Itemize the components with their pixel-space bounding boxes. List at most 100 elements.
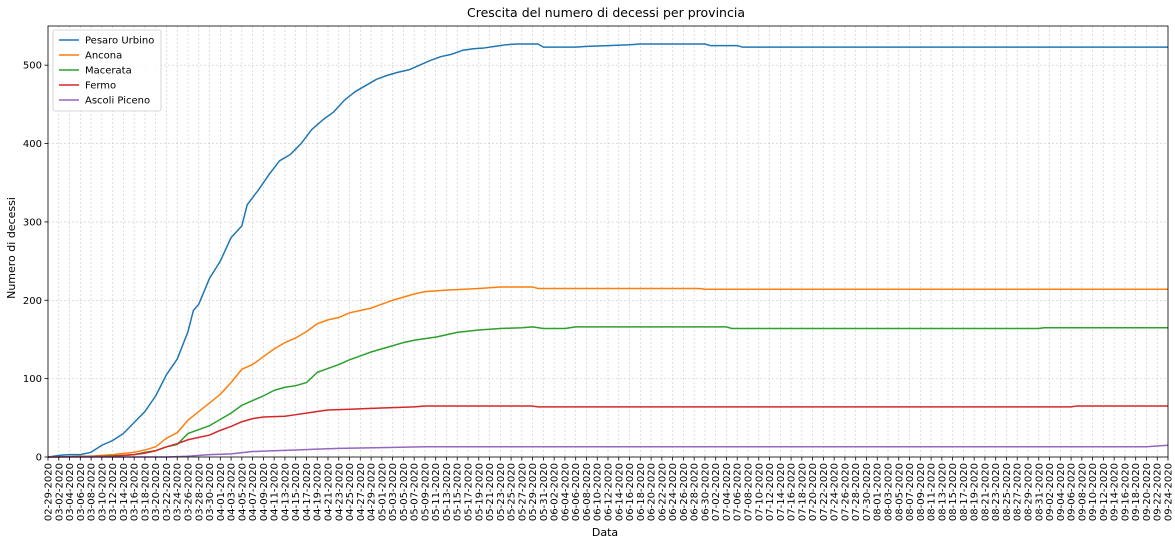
x-tick-label: 06-14-2020 [614,463,625,521]
x-tick-label: 08-17-2020 [959,463,970,521]
x-tick-label: 05-07-2020 [410,463,421,521]
x-tick-label: 04-23-2020 [334,463,345,521]
x-tick-label: 04-05-2020 [237,463,248,521]
x-tick-label: 06-08-2020 [582,463,593,521]
y-tick-label: 100 [23,374,42,385]
x-tick-label: 03-16-2020 [130,463,141,521]
x-tick-label: 04-21-2020 [324,463,335,521]
x-tick-label: 09-16-2020 [1120,463,1131,521]
x-tick-label: 08-01-2020 [873,463,884,521]
series-line-ascoli-piceno [48,444,1169,458]
x-tick-label: 06-22-2020 [657,463,668,521]
x-tick-label: 05-15-2020 [453,463,464,521]
x-tick-label: 06-28-2020 [690,463,701,521]
x-tick-label: 06-30-2020 [700,463,711,521]
plot-frame [47,25,1169,458]
legend-label: Ascoli Piceno [85,96,150,107]
x-tick-label: 04-25-2020 [345,463,356,521]
x-tick-label: 05-21-2020 [485,463,496,521]
x-tick-label: 09-10-2020 [1088,463,1099,521]
x-tick-label: 03-26-2020 [184,463,195,521]
series-line-fermo [47,405,1168,458]
x-tick-label: 03-28-2020 [194,463,205,521]
x-tick-label: 09-20-2020 [1142,463,1153,521]
x-tick-label: 08-21-2020 [980,463,991,521]
x-tick-label: 05-31-2020 [539,463,550,521]
x-tick-label: 08-11-2020 [927,463,938,521]
x-tick-label: 06-02-2020 [550,463,561,521]
x-tick-label: 04-19-2020 [313,463,324,521]
x-tick-label: 06-18-2020 [636,463,647,521]
x-tick-label: 07-16-2020 [787,463,798,521]
x-tick-label: 07-08-2020 [744,463,755,521]
x-tick-label: 09-06-2020 [1067,463,1078,521]
x-tick-label: 02-29-2020 [44,463,55,521]
x-tick-label: 05-25-2020 [507,463,518,521]
x-tick-label: 07-04-2020 [722,463,733,521]
x-tick-label: 08-25-2020 [1002,463,1013,521]
legend-label: Fermo [85,81,116,92]
x-tick-label: 08-29-2020 [1024,463,1035,521]
legend-label: Macerata [85,66,132,77]
series-line-pesaro-urbino [47,43,1168,458]
x-tick-label: 09-02-2020 [1045,463,1056,521]
x-tick-label: 04-15-2020 [291,463,302,521]
x-tick-label: 08-19-2020 [970,463,981,521]
x-tick-label: 05-27-2020 [517,463,528,521]
x-tick-label: 06-10-2020 [593,463,604,521]
x-tick-label: 03-22-2020 [162,463,173,521]
x-tick-label: 07-26-2020 [840,463,851,521]
x-tick-label: 06-12-2020 [604,463,615,521]
x-tick-label: 04-01-2020 [216,463,227,521]
x-tick-label: 05-11-2020 [431,463,442,521]
x-tick-label: 07-06-2020 [733,463,744,521]
y-tick-label: 0 [36,453,42,464]
x-tick-label: 09-22-2020 [1153,463,1164,521]
x-tick-label: 07-24-2020 [830,463,841,521]
x-tick-label: 08-03-2020 [884,463,895,521]
legend-box [52,29,162,112]
x-tick-label: 07-20-2020 [808,463,819,521]
x-tick-label: 05-17-2020 [464,463,475,521]
x-tick-label: 07-10-2020 [754,463,765,521]
series-lines [47,43,1169,458]
x-tick-label: 03-10-2020 [97,463,108,521]
x-tick-label: 05-03-2020 [388,463,399,521]
x-tick-label: 07-30-2020 [862,463,873,521]
x-tick-label: 09-14-2020 [1110,463,1121,521]
x-tick-label: 09-12-2020 [1099,463,1110,521]
x-tick-label: 05-29-2020 [528,463,539,521]
x-tick-label: 06-26-2020 [679,463,690,521]
x-tick-label: 07-18-2020 [797,463,808,521]
x-tick-label: 04-29-2020 [367,463,378,521]
x-tick-label: 03-12-2020 [108,463,119,521]
x-tick-label: 03-24-2020 [173,463,184,521]
legend-label: Pesaro Urbino [85,36,154,47]
x-tick-label: 07-12-2020 [765,463,776,521]
x-tick-label: 09-04-2020 [1056,463,1067,521]
x-tick-label: 04-11-2020 [270,463,281,521]
x-axis-label: Data [592,526,618,539]
x-tick-label: 06-20-2020 [647,463,658,521]
x-tick-label: 07-14-2020 [776,463,787,521]
x-tick-label: 04-17-2020 [302,463,313,521]
y-tick-label: 300 [23,217,42,228]
legend: Pesaro Urbino Ancona Macerata Fermo Ascoli P… [52,29,162,112]
x-tick-label: 05-09-2020 [420,463,431,521]
y-axis-label: Numero di decessi [5,197,18,299]
x-tick-label: 05-13-2020 [442,463,453,521]
x-tick-label: 05-19-2020 [474,463,485,521]
x-tick-label: 04-07-2020 [248,463,259,521]
x-tick-label: 04-27-2020 [356,463,367,521]
x-tick-label: 05-01-2020 [377,463,388,521]
y-tick-label: 500 [23,61,42,72]
x-tick-label: 03-30-2020 [205,463,216,521]
series-line-macerata [47,326,1168,458]
y-tick-label: 200 [23,296,42,307]
x-tick-label: 08-13-2020 [937,463,948,521]
x-tick-label: 08-31-2020 [1034,463,1045,521]
series-line-ancona [47,286,1168,458]
x-tick-label: 07-22-2020 [819,463,830,521]
